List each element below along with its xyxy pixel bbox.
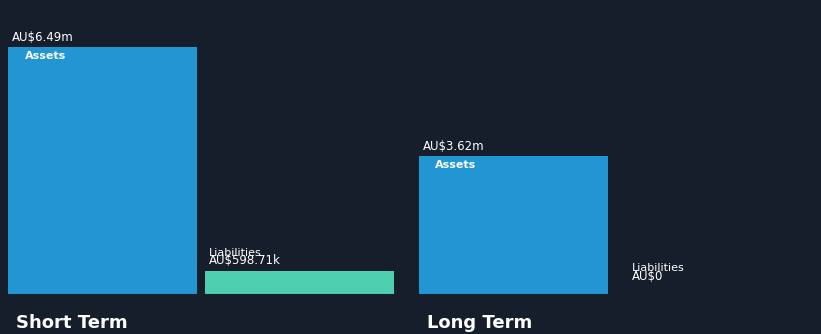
Text: Assets: Assets: [435, 160, 476, 170]
Text: Long Term: Long Term: [427, 314, 532, 332]
Text: AU$3.62m: AU$3.62m: [423, 140, 484, 153]
Text: Assets: Assets: [25, 51, 66, 61]
Text: Liabilities: Liabilities: [632, 263, 685, 273]
Bar: [8, 47, 197, 294]
Bar: [419, 156, 608, 294]
Text: Liabilities: Liabilities: [209, 248, 262, 258]
Text: AU$598.71k: AU$598.71k: [209, 254, 282, 267]
Text: AU$6.49m: AU$6.49m: [12, 31, 74, 44]
Text: Short Term: Short Term: [16, 314, 128, 332]
Bar: [205, 271, 394, 294]
Text: AU$0: AU$0: [632, 270, 663, 283]
